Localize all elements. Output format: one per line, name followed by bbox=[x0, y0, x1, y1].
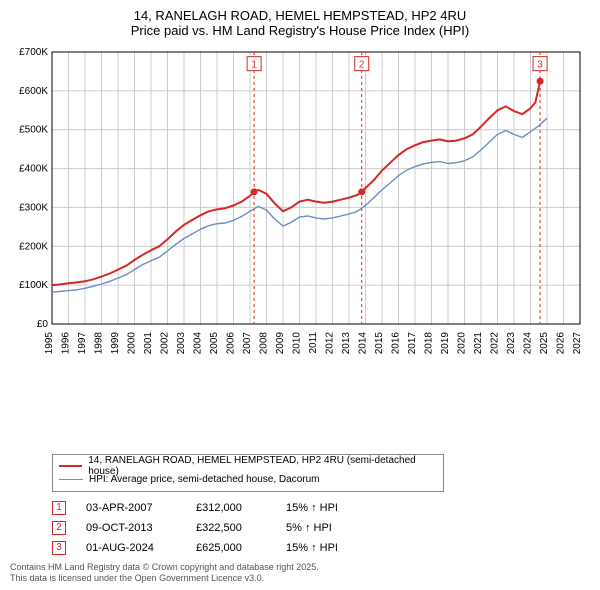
sale-marker: 3 bbox=[52, 541, 66, 555]
svg-text:£500K: £500K bbox=[19, 125, 48, 136]
sale-diff: 15% ↑ HPI bbox=[286, 502, 366, 514]
sale-price: £322,500 bbox=[196, 522, 266, 534]
x-tick-label: 2000 bbox=[127, 332, 138, 355]
sales-table: 1 03-APR-2007 £312,000 15% ↑ HPI 2 09-OCT-201… bbox=[52, 498, 590, 558]
x-tick-label: 2018 bbox=[424, 332, 435, 355]
x-tick-label: 2014 bbox=[358, 332, 369, 355]
x-tick-label: 1998 bbox=[94, 332, 105, 355]
chart-container: 14, RANELAGH ROAD, HEMEL HEMPSTEAD, HP2 … bbox=[0, 0, 600, 590]
sale-diff: 5% ↑ HPI bbox=[286, 522, 366, 534]
x-tick-label: 2010 bbox=[292, 332, 303, 355]
sale-date: 03-APR-2007 bbox=[86, 502, 176, 514]
x-tick-label: 2022 bbox=[490, 332, 501, 355]
legend-swatch bbox=[59, 465, 82, 467]
x-tick-label: 2020 bbox=[457, 332, 468, 355]
chart-area: £0 £100K £200K £300K £400K £500K £600K £700K 199… bbox=[10, 44, 590, 450]
x-tick-label: 2001 bbox=[143, 332, 154, 355]
sale-row: 2 09-OCT-2013 £322,500 5% ↑ HPI bbox=[52, 518, 590, 538]
x-tick-label: 2011 bbox=[308, 332, 319, 354]
x-tick-label: 1995 bbox=[44, 332, 55, 355]
svg-text:1: 1 bbox=[251, 60, 257, 71]
sale-row: 1 03-APR-2007 £312,000 15% ↑ HPI bbox=[52, 498, 590, 518]
svg-text:£0: £0 bbox=[37, 319, 49, 330]
svg-text:2: 2 bbox=[359, 60, 365, 71]
x-tick-label: 2007 bbox=[242, 332, 253, 355]
x-tick-label: 2015 bbox=[374, 332, 385, 355]
sale-price: £312,000 bbox=[196, 502, 266, 514]
svg-text:£600K: £600K bbox=[19, 86, 48, 97]
x-tick-label: 1996 bbox=[61, 332, 72, 355]
x-tick-label: 2023 bbox=[506, 332, 517, 355]
legend: 14, RANELAGH ROAD, HEMEL HEMPSTEAD, HP2 … bbox=[52, 454, 444, 492]
title-line-2: Price paid vs. HM Land Registry's House … bbox=[10, 23, 590, 38]
x-tick-label: 2025 bbox=[539, 332, 550, 355]
sale-diff: 15% ↑ HPI bbox=[286, 542, 366, 554]
svg-text:£700K: £700K bbox=[19, 47, 48, 58]
legend-label: HPI: Average price, semi-detached house,… bbox=[89, 474, 320, 485]
x-tick-label: 2013 bbox=[341, 332, 352, 355]
x-tick-label: 2026 bbox=[556, 332, 567, 355]
sale-marker: 1 bbox=[52, 501, 66, 515]
x-tick-label: 2009 bbox=[275, 332, 286, 355]
x-tick-label: 2005 bbox=[209, 332, 220, 355]
x-tick-label: 1997 bbox=[77, 332, 88, 355]
footer-line-1: Contains HM Land Registry data © Crown c… bbox=[10, 562, 590, 573]
x-tick-label: 2008 bbox=[259, 332, 270, 355]
sale-price: £625,000 bbox=[196, 542, 266, 554]
x-tick-label: 2019 bbox=[440, 332, 451, 355]
legend-item: 14, RANELAGH ROAD, HEMEL HEMPSTEAD, HP2 … bbox=[59, 459, 437, 473]
x-tick-label: 2003 bbox=[176, 332, 187, 355]
svg-text:3: 3 bbox=[537, 60, 543, 71]
x-tick-label: 2021 bbox=[473, 332, 484, 355]
x-tick-label: 2012 bbox=[325, 332, 336, 355]
x-tick-label: 2004 bbox=[193, 332, 204, 355]
legend-swatch bbox=[59, 479, 83, 480]
x-tick-label: 2027 bbox=[572, 332, 583, 355]
sale-marker: 2 bbox=[52, 521, 66, 535]
svg-text:£200K: £200K bbox=[19, 241, 48, 252]
x-tick-label: 2024 bbox=[523, 332, 534, 355]
footer: Contains HM Land Registry data © Crown c… bbox=[10, 562, 590, 585]
svg-text:£300K: £300K bbox=[19, 202, 48, 213]
sale-date: 01-AUG-2024 bbox=[86, 542, 176, 554]
svg-text:£100K: £100K bbox=[19, 280, 48, 291]
price-chart: £0 £100K £200K £300K £400K £500K £600K £700K 199… bbox=[10, 44, 590, 374]
title-line-1: 14, RANELAGH ROAD, HEMEL HEMPSTEAD, HP2 … bbox=[10, 8, 590, 23]
sale-date: 09-OCT-2013 bbox=[86, 522, 176, 534]
x-tick-label: 1999 bbox=[110, 332, 121, 355]
x-tick-label: 2016 bbox=[391, 332, 402, 355]
footer-line-2: This data is licensed under the Open Gov… bbox=[10, 573, 590, 584]
sale-row: 3 01-AUG-2024 £625,000 15% ↑ HPI bbox=[52, 538, 590, 558]
svg-text:£400K: £400K bbox=[19, 164, 48, 175]
title-block: 14, RANELAGH ROAD, HEMEL HEMPSTEAD, HP2 … bbox=[10, 8, 590, 38]
x-tick-label: 2006 bbox=[226, 332, 237, 355]
x-tick-label: 2002 bbox=[160, 332, 171, 355]
x-tick-label: 2017 bbox=[407, 332, 418, 355]
